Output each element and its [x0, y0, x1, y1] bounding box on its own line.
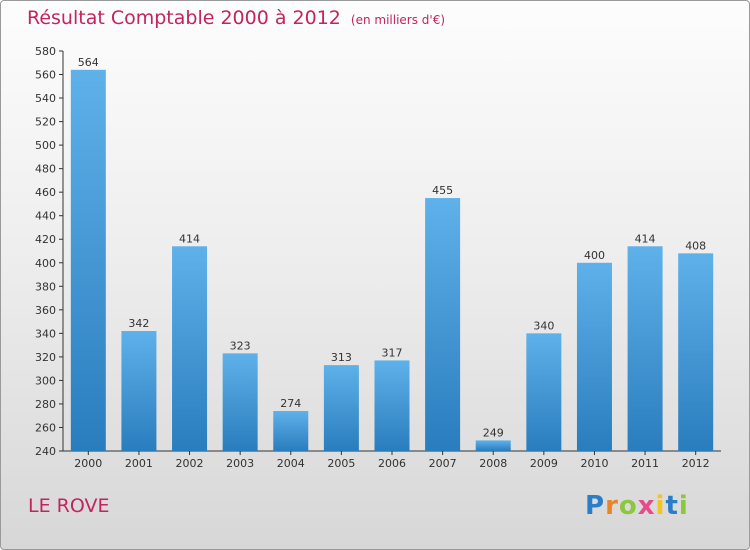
y-tick-label: 380 [35, 280, 56, 293]
bar [678, 253, 714, 451]
y-tick-label: 340 [35, 327, 56, 340]
y-tick-label: 400 [35, 257, 56, 270]
x-tick-label: 2006 [378, 457, 406, 470]
x-tick-label: 2005 [327, 457, 355, 470]
logo-letter: i [678, 491, 689, 521]
logo-letter: P [585, 491, 606, 521]
y-tick-label: 360 [35, 304, 56, 317]
y-tick-label: 240 [35, 445, 56, 458]
bar [70, 69, 106, 451]
chart-unit: (en milliers d'€) [350, 13, 446, 27]
x-tick-label: 2010 [580, 457, 608, 470]
data-label: 414 [635, 232, 656, 245]
bar [222, 353, 258, 451]
bar [374, 360, 410, 451]
bar [576, 262, 612, 451]
data-label: 340 [533, 319, 554, 332]
commune-name: LE ROVE [28, 495, 110, 517]
y-tick-label: 320 [35, 351, 56, 364]
bar [425, 198, 461, 451]
y-tick-label: 420 [35, 233, 56, 246]
logo-letter: i [655, 491, 666, 521]
y-tick-label: 500 [35, 139, 56, 152]
data-label: 564 [78, 56, 99, 69]
bar [273, 411, 309, 451]
data-label: 249 [483, 426, 504, 439]
logo-letter: r [605, 491, 619, 521]
y-tick-label: 460 [35, 186, 56, 199]
data-label: 455 [432, 184, 453, 197]
data-label: 313 [331, 351, 352, 364]
logo-letter: x [637, 491, 656, 521]
x-tick-label: 2004 [277, 457, 305, 470]
x-tick-label: 2011 [631, 457, 659, 470]
x-tick-label: 2012 [682, 457, 710, 470]
data-label: 400 [584, 249, 605, 262]
logo-letter: t [665, 491, 679, 521]
y-tick-label: 520 [35, 116, 56, 129]
data-label: 342 [128, 317, 149, 330]
data-label: 274 [280, 397, 301, 410]
bar [172, 246, 208, 451]
y-tick-label: 540 [35, 92, 56, 105]
bar [121, 331, 157, 451]
bar [627, 246, 663, 451]
chart-title: Résultat Comptable 2000 à 2012 [27, 7, 341, 29]
y-tick-label: 300 [35, 374, 56, 387]
y-tick-label: 580 [35, 45, 56, 58]
y-tick-label: 480 [35, 163, 56, 176]
x-tick-label: 2000 [74, 457, 102, 470]
proxiti-logo[interactable]: Proxiti [585, 491, 689, 521]
y-tick-label: 560 [35, 69, 56, 82]
bar [526, 333, 562, 451]
bar [475, 440, 511, 451]
chart-title-block: Résultat Comptable 2000 à 2012 (en millie… [27, 7, 445, 29]
x-tick-label: 2009 [530, 457, 558, 470]
x-tick-label: 2007 [429, 457, 457, 470]
logo-letter: o [618, 491, 638, 521]
data-label: 317 [382, 346, 403, 359]
bar [323, 365, 359, 451]
y-tick-label: 280 [35, 398, 56, 411]
data-label: 414 [179, 232, 200, 245]
x-tick-label: 2008 [479, 457, 507, 470]
x-tick-label: 2001 [125, 457, 153, 470]
x-tick-label: 2003 [226, 457, 254, 470]
data-label: 323 [230, 339, 251, 352]
y-tick-label: 440 [35, 210, 56, 223]
y-tick-label: 260 [35, 421, 56, 434]
data-label: 408 [685, 239, 706, 252]
x-tick-label: 2002 [176, 457, 204, 470]
